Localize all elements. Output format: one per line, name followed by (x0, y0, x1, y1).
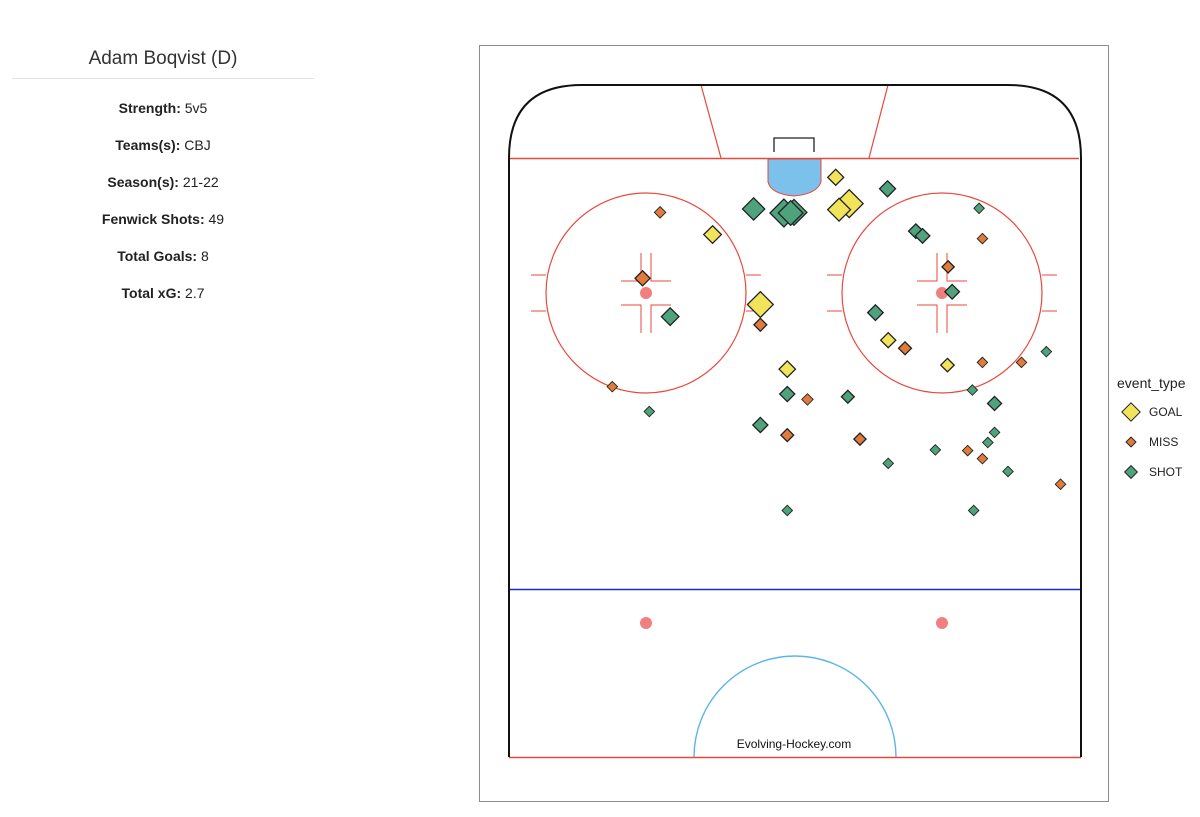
shot-point-shot-31[interactable] (1040, 345, 1053, 358)
goal-crease (767, 158, 822, 197)
legend-label-goal: GOAL (1149, 405, 1183, 419)
legend-diamond-goal (1121, 402, 1141, 422)
watermark: Evolving-Hockey.com (737, 737, 851, 751)
shot-point-shot-22[interactable] (840, 389, 856, 405)
shot-point-shot-30[interactable] (973, 202, 985, 215)
info-row-strength: Strength: 5v5 (12, 100, 314, 116)
rink-boards (508, 84, 1082, 757)
trapezoid-left-line (700, 84, 722, 159)
shot-point-shot-4[interactable] (777, 199, 804, 227)
shot-point-miss-26[interactable] (941, 259, 956, 274)
legend-title: event_type (1117, 375, 1186, 391)
info-label-fenwick: Fenwick Shots: (101, 211, 205, 227)
shot-point-shot-35[interactable] (981, 436, 994, 449)
faceoff-dot-right (936, 287, 948, 299)
shot-point-shot-36[interactable] (929, 444, 942, 456)
shot-point-shot-19[interactable] (943, 283, 961, 300)
legend-item-goal: GOAL (1117, 397, 1199, 427)
legend-label-miss: MISS (1149, 435, 1179, 449)
shot-point-shot-6[interactable] (741, 196, 766, 222)
shot-point-goal-7[interactable] (702, 224, 723, 245)
info-value-strength: 5v5 (184, 100, 208, 116)
shot-point-goal-2[interactable] (746, 290, 775, 319)
legend-swatch-miss (1117, 431, 1145, 453)
legend-item-miss: MISS (1117, 427, 1199, 457)
legend-swatch-shot (1117, 461, 1145, 483)
info-row-xg: Total xG: 2.7 (12, 285, 314, 301)
shot-point-shot-32[interactable] (966, 384, 979, 396)
shot-point-miss-41[interactable] (976, 232, 989, 245)
faceoff-marks-right (917, 253, 967, 333)
rink-markings (508, 84, 1082, 759)
shot-point-miss-44[interactable] (606, 380, 619, 393)
info-value-fenwick: 49 (208, 211, 225, 227)
info-label-xg: Total xG: (121, 285, 182, 301)
shot-points (606, 168, 1067, 517)
info-row-goals: Total Goals: 8 (12, 248, 314, 264)
info-label-strength: Strength: (118, 100, 181, 116)
shot-point-miss-47[interactable] (1054, 478, 1067, 491)
legend-swatch-goal (1117, 401, 1145, 423)
info-value-seasons: 21-22 (182, 174, 219, 190)
info-row-fenwick: Fenwick Shots: 49 (12, 211, 314, 227)
shot-point-shot-18[interactable] (914, 227, 931, 245)
referee-crease (693, 655, 897, 758)
info-row-teams: Teams(s): CBJ (12, 137, 314, 153)
shot-point-goal-13[interactable] (879, 331, 897, 349)
shot-point-shot-11[interactable] (878, 179, 897, 198)
trapezoid-right-line (868, 84, 889, 159)
shot-point-miss-42[interactable] (976, 356, 989, 369)
shot-point-shot-15[interactable] (751, 416, 769, 434)
shot-point-goal-5[interactable] (826, 197, 852, 222)
legend-label-shot: SHOT (1149, 465, 1183, 479)
shot-point-shot-38[interactable] (1002, 465, 1014, 478)
shot-point-miss-24[interactable] (897, 340, 913, 356)
shot-point-miss-28[interactable] (653, 205, 667, 219)
shot-point-goal-21[interactable] (939, 357, 956, 373)
shot-point-shot-34[interactable] (988, 426, 1001, 439)
legend-item-shot: SHOT (1117, 457, 1199, 487)
info-value-goals: 8 (200, 248, 209, 264)
shot-point-miss-45[interactable] (961, 444, 974, 457)
shot-point-miss-16[interactable] (634, 269, 652, 287)
faceoff-circle-left (545, 192, 747, 394)
goal-net (773, 137, 815, 152)
shot-point-shot-37[interactable] (882, 457, 895, 470)
shot-point-miss-46[interactable] (976, 452, 989, 465)
shot-point-goal-9[interactable] (778, 360, 797, 379)
info-label-goals: Total Goals: (117, 248, 198, 264)
shot-point-miss-23[interactable] (752, 317, 768, 333)
info-value-xg: 2.7 (185, 285, 205, 301)
faceoff-dot-left (640, 287, 652, 299)
shot-point-shot-33[interactable] (643, 405, 656, 418)
shot-point-miss-27[interactable] (852, 432, 867, 447)
legend: event_type GOAL MISS SHOT (1117, 375, 1199, 487)
shot-point-shot-12[interactable] (866, 303, 885, 322)
shot-point-goal-10[interactable] (826, 168, 845, 187)
player-name: Adam Boqvist (D) (12, 48, 314, 79)
info-label-teams: Teams(s): (115, 137, 181, 153)
faceoff-circle-right (841, 192, 1043, 394)
shot-point-miss-25[interactable] (779, 427, 795, 443)
shot-point-shot-8[interactable] (660, 306, 680, 327)
legend-diamond-shot (1123, 464, 1139, 480)
neutral-dot-left (640, 617, 652, 629)
shot-point-miss-43[interactable] (1015, 356, 1028, 369)
legend-diamond-miss (1125, 436, 1137, 448)
neutral-dot-right (936, 617, 948, 629)
shot-point-shot-39[interactable] (781, 504, 794, 517)
info-row-seasons: Season(s): 21-22 (12, 174, 314, 190)
info-value-teams: CBJ (184, 137, 211, 153)
info-panel: Adam Boqvist (D) Strength: 5v5 Teams(s):… (12, 48, 314, 301)
info-label-seasons: Season(s): (107, 174, 179, 190)
shot-point-shot-14[interactable] (778, 385, 796, 403)
shot-point-shot-20[interactable] (986, 395, 1003, 412)
shot-point-miss-29[interactable] (801, 393, 814, 406)
shot-point-shot-40[interactable] (967, 504, 980, 517)
